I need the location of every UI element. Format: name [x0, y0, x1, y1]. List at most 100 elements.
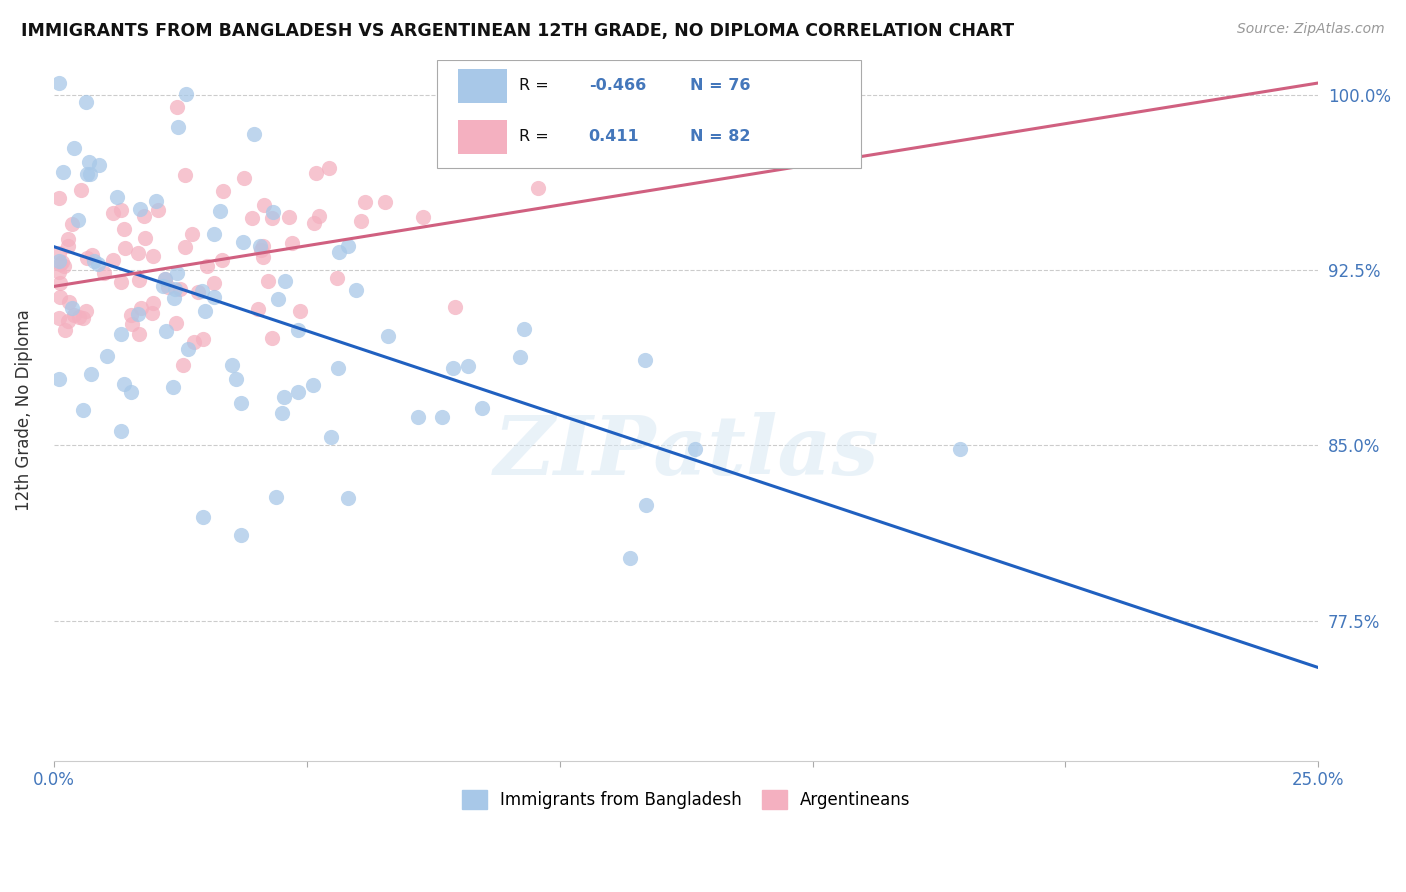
Point [718, 132, 741, 146]
Point [163, 282, 186, 296]
Point [683, 442, 706, 457]
Point [79, 367, 101, 381]
Point [77, 154, 100, 169]
Point [264, 491, 287, 505]
Point [349, 214, 371, 228]
Point [512, 321, 534, 335]
Text: ZIPatlas: ZIPatlas [494, 412, 879, 492]
Point [166, 100, 188, 114]
Point [319, 430, 342, 444]
Point [48, 246, 70, 260]
Point [93, 266, 115, 280]
Point [308, 209, 330, 223]
Y-axis label: 12th Grade, No Diploma: 12th Grade, No Diploma [15, 310, 32, 511]
Point [253, 197, 276, 211]
Point [257, 275, 280, 289]
Point [231, 396, 253, 410]
Point [110, 203, 132, 218]
Point [262, 205, 284, 219]
Point [634, 352, 657, 367]
Point [195, 259, 218, 273]
Point [70, 183, 93, 197]
Point [430, 409, 453, 424]
Text: R =: R = [519, 78, 554, 94]
Point [110, 326, 132, 341]
Point [155, 324, 177, 338]
Point [152, 279, 174, 293]
Point [153, 272, 176, 286]
Point [79, 167, 101, 181]
Point [260, 331, 283, 345]
Point [412, 211, 434, 225]
Text: R =: R = [519, 129, 554, 145]
Point [240, 211, 263, 225]
Point [328, 361, 350, 376]
Point [304, 216, 326, 230]
Point [211, 184, 233, 198]
Point [110, 424, 132, 438]
FancyBboxPatch shape [458, 70, 506, 103]
Point [56, 232, 79, 246]
Point [134, 210, 156, 224]
Point [243, 127, 266, 141]
Point [48, 191, 70, 205]
Point [110, 275, 132, 289]
Point [221, 359, 243, 373]
Point [72, 403, 94, 417]
Point [287, 323, 309, 337]
Point [173, 239, 195, 253]
Point [156, 280, 179, 294]
Point [202, 276, 225, 290]
Point [145, 194, 167, 208]
Point [177, 343, 200, 357]
Point [509, 350, 531, 364]
Point [58, 295, 80, 310]
Point [250, 244, 273, 258]
Point [48, 76, 70, 90]
Point [49, 291, 72, 305]
Point [127, 246, 149, 260]
FancyBboxPatch shape [437, 60, 860, 169]
Point [48, 311, 70, 326]
Point [266, 292, 288, 306]
Point [328, 245, 350, 260]
Point [63, 309, 86, 323]
Point [166, 266, 188, 280]
Point [134, 230, 156, 244]
Point [318, 161, 340, 175]
Point [344, 283, 367, 297]
Point [274, 274, 297, 288]
Point [273, 390, 295, 404]
Point [174, 87, 197, 101]
Point [232, 171, 254, 186]
Point [60, 301, 83, 315]
Point [87, 158, 110, 172]
Point [172, 359, 194, 373]
Point [232, 235, 254, 249]
Point [191, 332, 214, 346]
Point [128, 202, 150, 217]
Point [142, 295, 165, 310]
Text: IMMIGRANTS FROM BANGLADESH VS ARGENTINEAN 12TH GRADE, NO DIPLOMA CORRELATION CHA: IMMIGRANTS FROM BANGLADESH VS ARGENTINEA… [21, 22, 1014, 40]
Point [129, 301, 152, 315]
Point [173, 169, 195, 183]
Point [49, 276, 72, 290]
Point [75, 304, 97, 318]
Text: N = 82: N = 82 [690, 129, 751, 145]
Point [202, 227, 225, 242]
Point [60, 217, 83, 231]
Point [120, 385, 142, 400]
Point [48, 372, 70, 386]
Point [49, 257, 72, 271]
Point [457, 359, 479, 373]
Point [249, 239, 271, 253]
Legend: Immigrants from Bangladesh, Argentineans: Immigrants from Bangladesh, Argentineans [456, 783, 917, 816]
Point [204, 290, 226, 304]
Point [288, 304, 311, 318]
Point [305, 166, 328, 180]
Point [75, 95, 97, 110]
Point [194, 303, 217, 318]
Point [48, 254, 70, 268]
Point [444, 301, 467, 315]
Point [183, 334, 205, 349]
